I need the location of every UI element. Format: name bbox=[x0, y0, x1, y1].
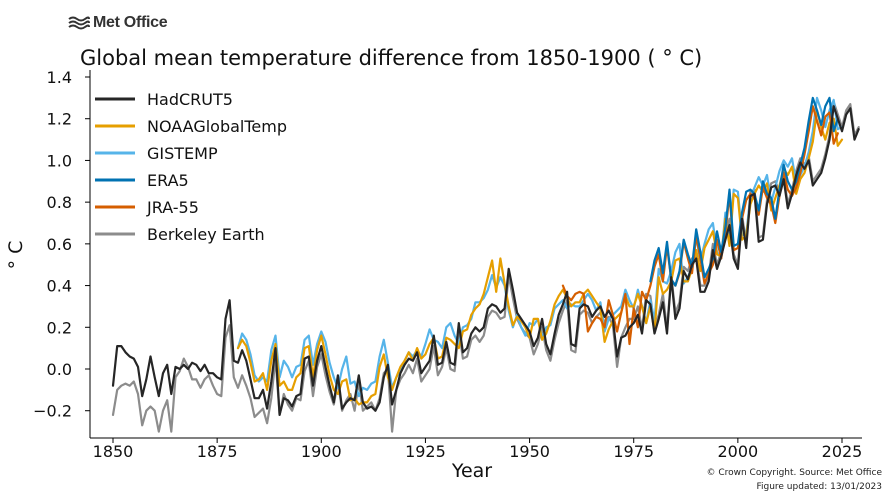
brand-logo: Met Office bbox=[68, 14, 168, 32]
x-axis-label: Year bbox=[451, 460, 492, 482]
y-tick-label: 0.2 bbox=[47, 318, 72, 337]
y-tick-label: 0.0 bbox=[47, 360, 72, 379]
x-tick-label: 1975 bbox=[613, 442, 654, 461]
legend-label: GISTEMP bbox=[147, 144, 218, 163]
x-tick-label: 1925 bbox=[405, 442, 446, 461]
y-tick-label: 1.4 bbox=[47, 68, 72, 87]
series-line-gistemp bbox=[236, 96, 844, 398]
legend-label: Berkeley Earth bbox=[147, 225, 265, 244]
y-tick-label: 0.6 bbox=[47, 235, 72, 254]
series-line-berkeley-earth bbox=[111, 100, 860, 433]
series-line-hadcrut5 bbox=[111, 105, 860, 416]
brand-name: Met Office bbox=[93, 14, 168, 31]
x-tick-label: 1950 bbox=[509, 442, 550, 461]
copyright-note: © Crown Copyright. Source: Met Office bbox=[706, 468, 882, 478]
legend-label: HadCRUT5 bbox=[147, 90, 233, 109]
met-office-wave-icon bbox=[68, 16, 90, 30]
y-axis-label: ° C bbox=[5, 241, 27, 270]
series-line-jra-55 bbox=[561, 105, 839, 346]
x-tick-label: 1900 bbox=[301, 442, 342, 461]
y-tick-label: 1.2 bbox=[47, 110, 72, 129]
x-tick-label: 2000 bbox=[717, 442, 758, 461]
y-tick-label: 0.8 bbox=[47, 193, 72, 212]
x-tick-label: 2025 bbox=[822, 442, 863, 461]
x-tick-label: 1850 bbox=[93, 442, 134, 461]
y-tick-label: −0.2 bbox=[33, 402, 72, 421]
y-tick-label: 0.4 bbox=[47, 277, 72, 296]
legend-label: ERA5 bbox=[147, 171, 189, 190]
y-tick-label: 1.0 bbox=[47, 151, 72, 170]
updated-note: Figure updated: 13/01/2023 bbox=[756, 482, 882, 492]
legend-label: NOAAGlobalTemp bbox=[147, 117, 287, 136]
x-tick-label: 1875 bbox=[197, 442, 238, 461]
series-line-era5 bbox=[649, 96, 839, 287]
legend-label: JRA-55 bbox=[146, 198, 199, 217]
chart-title: Global mean temperature difference from … bbox=[80, 46, 703, 70]
